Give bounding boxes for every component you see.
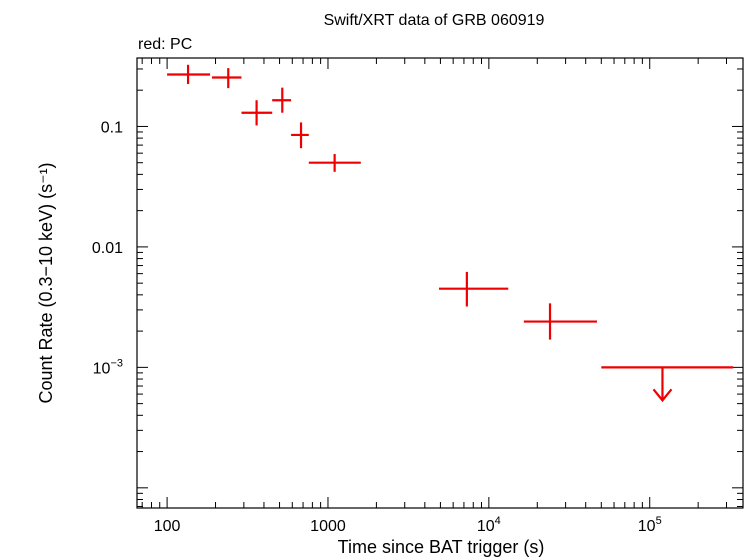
data-point xyxy=(439,271,509,307)
chart-subtitle: red: PC xyxy=(138,36,192,53)
data-point xyxy=(241,100,273,126)
y-tick-label-exponent: −3 xyxy=(110,357,123,369)
y-tick-label: 10−3 xyxy=(93,357,123,377)
plot-frame xyxy=(136,57,744,509)
y-tick-label: 0.01 xyxy=(92,240,123,257)
data-marks xyxy=(167,64,734,403)
x-tick-label-exponent: 4 xyxy=(495,515,501,527)
data-point xyxy=(523,303,597,340)
data-point xyxy=(308,154,361,172)
chart-title: Swift/XRT data of GRB 060919 xyxy=(324,12,545,29)
x-tick-label-exponent: 5 xyxy=(656,515,662,527)
x-tick-label: 100 xyxy=(154,518,181,535)
y-tick-label: 0.1 xyxy=(101,119,123,136)
x-tick-label: 104 xyxy=(477,515,501,535)
x-tick-label: 105 xyxy=(638,515,662,535)
tick-group: 100 1000 104 105 0.1 0.01 10−3 xyxy=(92,58,743,535)
x-tick-label: 1000 xyxy=(310,518,346,535)
x-axis-label: Time since BAT trigger (s) xyxy=(338,537,545,557)
upper-limit-point xyxy=(601,366,734,403)
data-point xyxy=(291,122,309,149)
upper-limit-arrow-head xyxy=(652,388,673,403)
axes-frame xyxy=(136,57,744,509)
y-axis-label: Count Rate (0.3−10 keV) (s⁻¹) xyxy=(36,162,56,403)
data-point xyxy=(272,87,292,113)
data-point xyxy=(211,68,242,89)
data-point xyxy=(167,64,211,85)
